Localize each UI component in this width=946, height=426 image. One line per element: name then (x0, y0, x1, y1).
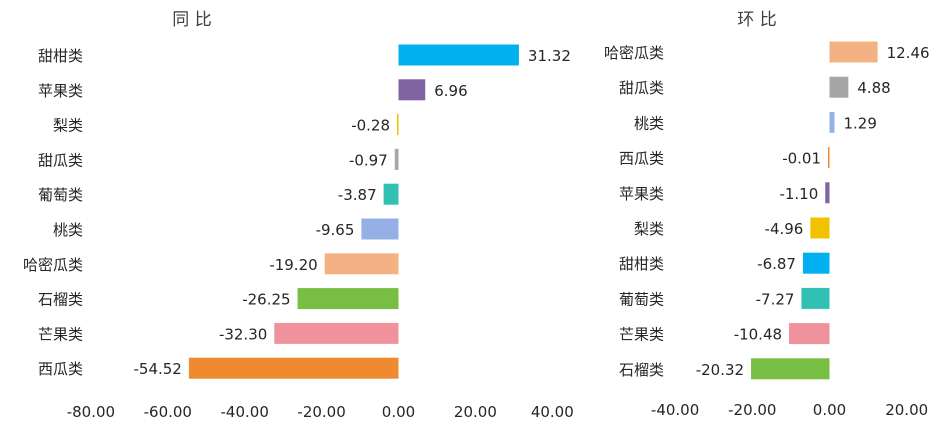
mom-x-tick-label: 20.00 (885, 401, 928, 419)
mom-chart-panel: 环 比 哈密瓜类 12.46 甜瓜类 4.88 桃类 1.29 西瓜类 -0.01 苹果类 -1.… (604, 10, 930, 419)
yoy-bar (361, 218, 399, 240)
yoy-category-label: 甜瓜类 (38, 151, 83, 169)
yoy-data-label: 31.32 (528, 47, 571, 65)
yoy-data-label: -32.30 (219, 325, 267, 343)
mom-data-label: 4.88 (857, 79, 890, 97)
yoy-x-tick-label: -20.00 (297, 403, 345, 421)
mom-bar (801, 287, 830, 309)
yoy-x-tick-label: -60.00 (144, 403, 192, 421)
mom-data-label: -0.01 (782, 150, 821, 168)
mom-data-label: -7.27 (756, 290, 795, 308)
yoy-data-label: -26.25 (242, 291, 290, 309)
yoy-x-tick-label: 0.00 (382, 403, 415, 421)
mom-data-label: -6.87 (757, 255, 796, 273)
yoy-chart-panel: 同 比 甜柑类 31.32 苹果类 6.96 梨类 -0.28 甜瓜类 -0.97 葡萄类 -3.… (23, 10, 574, 421)
mom-x-tick-label: -20.00 (728, 401, 776, 419)
yoy-x-tick-label: -40.00 (221, 403, 269, 421)
mom-category-label: 甜柑类 (619, 255, 664, 273)
yoy-category-label: 梨类 (53, 117, 83, 135)
yoy-category-label: 石榴类 (38, 291, 83, 309)
yoy-bar (324, 253, 399, 275)
mom-bar (829, 41, 878, 63)
mom-bar (789, 323, 830, 345)
mom-chart-title: 环 比 (737, 10, 776, 30)
mom-category-label: 苹果类 (619, 185, 664, 203)
yoy-category-label: 哈密瓜类 (23, 256, 83, 274)
yoy-data-label: 6.96 (434, 82, 467, 100)
mom-bar (810, 217, 830, 239)
mom-bar (828, 147, 830, 169)
mom-bar (751, 358, 830, 380)
mom-data-label: -4.96 (765, 220, 804, 238)
yoy-bar (297, 288, 399, 310)
yoy-data-label: -3.87 (338, 186, 377, 204)
mom-bar (825, 182, 830, 204)
yoy-bar (188, 357, 399, 379)
mom-x-tick-label: 0.00 (813, 401, 846, 419)
yoy-x-tick-label: 20.00 (454, 403, 497, 421)
yoy-data-label: -0.97 (349, 151, 388, 169)
yoy-x-tick-label: -80.00 (67, 403, 115, 421)
yoy-data-label: -19.20 (269, 256, 317, 274)
mom-category-label: 桃类 (634, 114, 664, 132)
mom-category-label: 芒果类 (619, 326, 664, 344)
mom-bar (802, 252, 830, 274)
yoy-category-label: 西瓜类 (38, 360, 83, 378)
yoy-category-label: 葡萄类 (38, 186, 83, 204)
mom-data-label: 1.29 (843, 114, 876, 132)
yoy-x-tick-label: 40.00 (531, 403, 574, 421)
mom-category-label: 甜瓜类 (619, 79, 664, 97)
yoy-chart-title: 同 比 (172, 10, 211, 30)
yoy-data-label: -54.52 (134, 360, 182, 378)
mom-category-label: 石榴类 (619, 361, 664, 379)
mom-bar (829, 76, 849, 98)
yoy-category-label: 芒果类 (38, 325, 83, 343)
mom-x-tick-label: -40.00 (651, 401, 699, 419)
yoy-bar (394, 148, 399, 170)
mom-category-label: 西瓜类 (619, 150, 664, 168)
yoy-category-label: 苹果类 (38, 82, 83, 100)
mom-data-label: -1.10 (779, 185, 818, 203)
yoy-bar (274, 322, 399, 344)
mom-category-label: 哈密瓜类 (604, 44, 664, 62)
yoy-category-label: 甜柑类 (38, 47, 83, 65)
yoy-bar (398, 79, 426, 101)
mom-data-label: 12.46 (887, 44, 930, 62)
mom-data-label: -10.48 (734, 326, 782, 344)
mom-category-label: 葡萄类 (619, 290, 664, 308)
mom-data-label: -20.32 (696, 361, 744, 379)
yoy-data-label: -9.65 (316, 221, 355, 239)
mom-category-label: 梨类 (634, 220, 664, 238)
yoy-data-label: -0.28 (351, 117, 390, 135)
mom-bar (829, 111, 835, 133)
yoy-bar (398, 44, 519, 66)
yoy-bar (397, 114, 399, 136)
yoy-category-label: 桃类 (53, 221, 83, 239)
yoy-bar (383, 183, 399, 205)
